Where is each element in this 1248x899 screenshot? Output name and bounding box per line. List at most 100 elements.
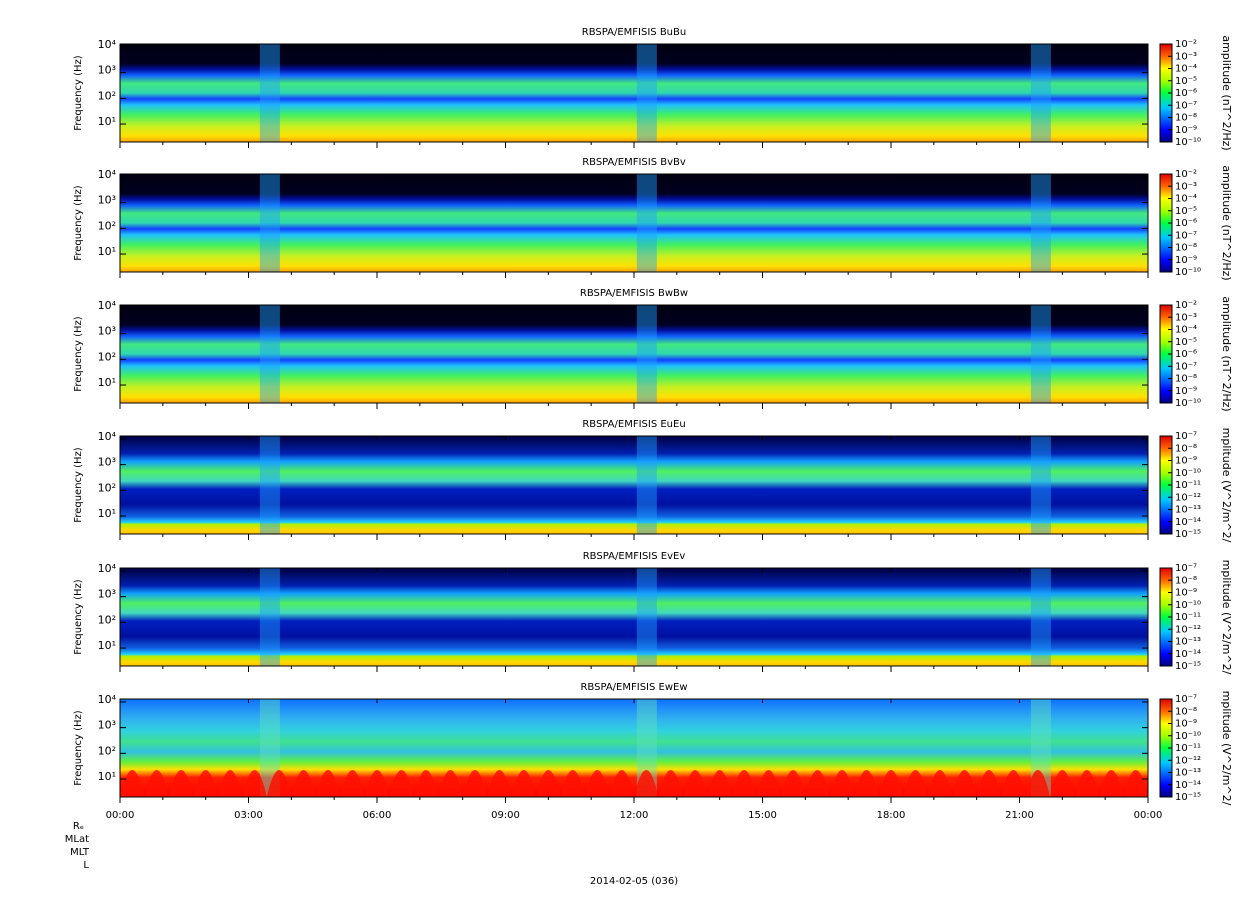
colorbar-tick-label: 10⁻⁸ <box>1175 374 1197 385</box>
spectrogram-image <box>120 568 1148 666</box>
colorbar-tick-label: 10⁻⁵ <box>1175 76 1197 87</box>
x-tick-label: 03:00 <box>234 810 263 821</box>
y-tick-label: 10³ <box>98 325 116 338</box>
colorbar-tick-label: 10⁻³ <box>1175 312 1197 323</box>
plot-frame <box>119 567 1149 667</box>
colorbar-tick-label: 10⁻⁶ <box>1175 349 1197 360</box>
colorbar-tick-label: 10⁻⁸ <box>1175 443 1197 454</box>
y-tick-label: 10⁴ <box>98 299 117 312</box>
colorbar-label: amplitude (nT^2/Hz) <box>1220 165 1233 280</box>
colorbar-tick-label: 10⁻⁷ <box>1175 694 1197 705</box>
colorbar-tick-label: 10⁻¹⁰ <box>1175 600 1201 611</box>
y-axis-label: Frequency (Hz) <box>73 55 84 131</box>
spectrogram-image <box>120 699 1148 797</box>
colorbar-tick-label: 10⁻⁹ <box>1175 456 1197 467</box>
x-tick-label: 12:00 <box>620 810 649 821</box>
colorbar-tick-label: 10⁻¹⁰ <box>1175 267 1201 278</box>
spectrogram-feature <box>1030 568 1051 666</box>
spectrogram-feature <box>636 174 657 272</box>
colorbar-tick-label: 10⁻⁸ <box>1175 243 1197 254</box>
spectrogram-feature <box>636 44 657 142</box>
y-axis-label: Frequency (Hz) <box>73 185 84 261</box>
y-tick-label: 10² <box>98 481 116 494</box>
colorbar-tick-label: 10⁻⁵ <box>1175 337 1197 348</box>
y-axis-label: Frequency (Hz) <box>73 579 84 655</box>
x-tick-label: 15:00 <box>748 810 777 821</box>
spectrogram-feature <box>259 44 280 142</box>
spectrogram-image <box>120 174 1148 272</box>
plot-frame <box>119 43 1149 143</box>
spectrogram-feature <box>1030 44 1051 142</box>
colorbar-label: mplitude (V^2/m^2/ <box>1220 691 1233 806</box>
x-tick-label: 06:00 <box>363 810 392 821</box>
panel-title: RBSPA/EMFISIS EuEu <box>582 419 685 430</box>
plot-frame <box>119 173 1149 273</box>
y-tick-label: 10³ <box>98 456 116 469</box>
panel-title: RBSPA/EMFISIS EvEv <box>583 551 686 562</box>
colorbar-tick-label: 10⁻² <box>1175 169 1197 180</box>
plot-frame <box>119 435 1149 535</box>
spectrogram-feature <box>1030 174 1051 272</box>
spectrogram-feature <box>1030 436 1051 534</box>
colorbar-tick-label: 10⁻⁹ <box>1175 386 1197 397</box>
y-tick-label: 10² <box>98 89 116 102</box>
spectrogram-feature <box>636 699 657 797</box>
colorbar-tick-label: 10⁻⁸ <box>1175 575 1197 586</box>
colorbar-tick-label: 10⁻¹⁰ <box>1175 731 1201 742</box>
spectrogram-image <box>120 436 1148 534</box>
ephemeris-label: L <box>83 860 89 871</box>
colorbar-tick-label: 10⁻⁶ <box>1175 218 1197 229</box>
colorbar-tick-label: 10⁻¹⁴ <box>1175 517 1201 528</box>
ephemeris-label: Rₑ <box>73 821 84 832</box>
colorbar-tick-label: 10⁻⁴ <box>1175 325 1197 336</box>
colorbar-tick-label: 10⁻¹⁵ <box>1175 792 1201 803</box>
colorbar-tick-label: 10⁻¹⁰ <box>1175 468 1201 479</box>
colorbar-tick-label: 10⁻¹⁵ <box>1175 661 1201 672</box>
y-tick-label: 10⁴ <box>98 38 117 51</box>
colorbar-tick-label: 10⁻¹⁰ <box>1175 398 1201 409</box>
colorbar-tick-label: 10⁻⁴ <box>1175 194 1197 205</box>
colorbar-tick-label: 10⁻⁸ <box>1175 113 1197 124</box>
y-tick-label: 10² <box>98 744 116 757</box>
plot-frame <box>119 304 1149 404</box>
spectrogram-feature <box>636 305 657 403</box>
y-tick-label: 10³ <box>98 588 116 601</box>
colorbar-tick-label: 10⁻⁹ <box>1175 588 1197 599</box>
colorbar-label: mplitude (V^2/m^2/ <box>1220 560 1233 675</box>
panel-title: RBSPA/EMFISIS EwEw <box>580 682 687 693</box>
spectrogram-image <box>120 305 1148 403</box>
y-tick-label: 10¹ <box>98 376 116 389</box>
plot-frame <box>119 698 1149 798</box>
y-tick-label: 10³ <box>98 194 116 207</box>
spectrogram-feature <box>636 568 657 666</box>
colorbar-tick-label: 10⁻¹¹ <box>1175 480 1201 491</box>
x-tick-label: 09:00 <box>491 810 520 821</box>
colorbar-label: amplitude (nT^2/Hz) <box>1220 35 1233 150</box>
y-tick-label: 10³ <box>98 64 116 77</box>
x-tick-label: 00:00 <box>106 810 135 821</box>
colorbar-label: amplitude (nT^2/Hz) <box>1220 296 1233 411</box>
colorbar-tick-label: 10⁻⁷ <box>1175 563 1197 574</box>
y-tick-label: 10¹ <box>98 639 116 652</box>
panel-title: RBSPA/EMFISIS BuBu <box>582 27 686 38</box>
y-tick-label: 10¹ <box>98 245 116 258</box>
panel-title: RBSPA/EMFISIS BvBv <box>582 157 686 168</box>
x-tick-label: 18:00 <box>877 810 906 821</box>
colorbar-tick-label: 10⁻¹² <box>1175 755 1201 766</box>
colorbar-tick-label: 10⁻¹¹ <box>1175 612 1201 623</box>
y-tick-label: 10⁴ <box>98 693 117 706</box>
colorbar-tick-label: 10⁻¹² <box>1175 492 1201 503</box>
y-axis-label: Frequency (Hz) <box>73 316 84 392</box>
colorbar-tick-label: 10⁻¹³ <box>1175 505 1201 516</box>
colorbar-tick-label: 10⁻³ <box>1175 51 1197 62</box>
ephemeris-label: MLat <box>65 834 89 845</box>
spectrogram-feature <box>259 305 280 403</box>
spectrogram-feature <box>636 436 657 534</box>
y-tick-label: 10³ <box>98 719 116 732</box>
spectrogram-feature <box>259 568 280 666</box>
y-tick-label: 10⁴ <box>98 430 117 443</box>
spectrogram-feature <box>120 770 1148 797</box>
colorbar-tick-label: 10⁻⁶ <box>1175 88 1197 99</box>
spectrogram-feature <box>259 174 280 272</box>
